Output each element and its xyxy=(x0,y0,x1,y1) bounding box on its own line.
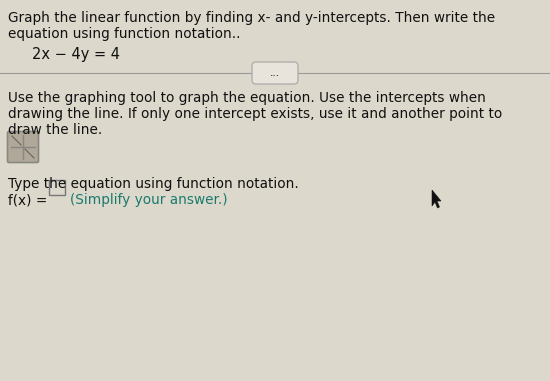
Text: (Simplify your answer.): (Simplify your answer.) xyxy=(70,193,228,207)
Text: drawing the line. If only one intercept exists, use it and another point to: drawing the line. If only one intercept … xyxy=(8,107,502,121)
Bar xyxy=(49,180,65,195)
FancyBboxPatch shape xyxy=(252,62,298,84)
FancyBboxPatch shape xyxy=(8,131,39,163)
Text: ...: ... xyxy=(270,68,280,78)
Text: draw the line.: draw the line. xyxy=(8,123,102,137)
Text: f(x) =: f(x) = xyxy=(8,193,47,207)
Text: 2x − 4y = 4: 2x − 4y = 4 xyxy=(32,47,120,62)
Text: Use the graphing tool to graph the equation. Use the intercepts when: Use the graphing tool to graph the equat… xyxy=(8,91,486,105)
Text: Type the equation using function notation.: Type the equation using function notatio… xyxy=(8,177,299,191)
Polygon shape xyxy=(432,190,441,208)
Text: Graph the linear function by finding x- and y-intercepts. Then write the: Graph the linear function by finding x- … xyxy=(8,11,495,25)
Text: equation using function notation..: equation using function notation.. xyxy=(8,27,240,41)
